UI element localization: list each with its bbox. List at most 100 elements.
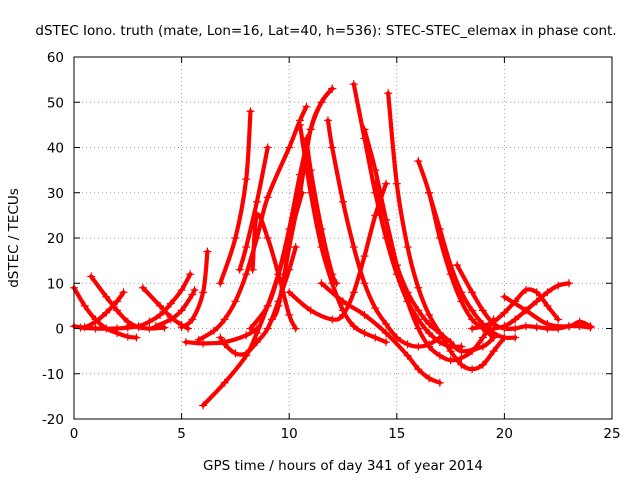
data-point-marker <box>478 333 487 342</box>
data-point-marker <box>332 279 341 288</box>
data-point-marker <box>166 299 175 308</box>
data-point-marker <box>554 315 563 324</box>
data-point-marker <box>382 319 391 328</box>
data-point-marker <box>554 324 563 333</box>
data-point-marker <box>242 331 251 340</box>
data-point-marker <box>242 243 251 252</box>
series-trace <box>250 212 298 331</box>
data-point-marker <box>446 356 455 365</box>
data-point-marker <box>113 324 122 333</box>
data-point-marker <box>468 288 477 297</box>
data-point-marker <box>511 333 520 342</box>
data-point-marker <box>306 306 315 315</box>
data-point-marker <box>425 310 434 319</box>
data-point-marker <box>468 347 477 356</box>
data-point-marker <box>371 304 380 313</box>
data-point-marker <box>489 347 498 356</box>
y-tick-label: 40 <box>47 141 64 157</box>
data-point-marker <box>575 322 584 331</box>
data-point-marker <box>489 317 498 326</box>
data-point-marker <box>274 270 283 279</box>
data-point-marker <box>216 279 225 288</box>
data-point-marker <box>267 315 276 324</box>
data-point-marker <box>102 292 111 301</box>
data-point-marker <box>138 283 147 292</box>
data-point-marker <box>339 197 347 206</box>
data-point-marker <box>220 315 229 324</box>
data-point-marker <box>199 401 208 410</box>
data-point-marker <box>194 335 203 344</box>
y-tick-label: 0 <box>55 322 64 338</box>
data-series <box>70 80 595 410</box>
data-point-marker <box>252 197 261 206</box>
x-tick-label: 0 <box>70 426 79 442</box>
y-tick-label: 50 <box>47 95 64 111</box>
data-point-marker <box>414 365 423 374</box>
data-point-marker <box>349 288 358 297</box>
y-tick-label: 10 <box>47 276 64 292</box>
data-point-marker <box>263 324 272 333</box>
data-point-marker <box>295 188 304 197</box>
data-point-marker <box>371 333 380 342</box>
data-point-marker <box>468 315 477 324</box>
data-point-marker <box>382 338 391 347</box>
data-point-marker <box>199 288 208 297</box>
data-point-marker <box>134 322 143 331</box>
data-point-marker <box>392 179 401 188</box>
data-point-marker <box>328 270 337 279</box>
data-point-marker <box>500 322 509 331</box>
data-point-marker <box>252 211 261 220</box>
data-point-marker <box>446 338 455 347</box>
data-point-marker <box>80 301 89 310</box>
data-point-marker <box>220 340 229 349</box>
data-point-marker <box>511 315 520 324</box>
data-point-marker <box>403 297 412 306</box>
data-point-marker <box>425 342 434 351</box>
data-point-marker <box>246 107 255 116</box>
data-point-marker <box>235 265 244 274</box>
grid <box>74 57 612 419</box>
data-point-marker <box>457 347 466 356</box>
data-point-marker <box>76 323 85 332</box>
data-point-marker <box>392 261 401 270</box>
data-point-marker <box>306 125 315 134</box>
data-point-marker <box>177 286 186 295</box>
data-point-marker <box>199 339 208 348</box>
data-point-marker <box>328 84 337 93</box>
data-point-marker <box>291 324 300 333</box>
data-point-marker <box>263 234 272 242</box>
data-point-marker <box>382 179 391 188</box>
data-point-marker <box>500 333 509 342</box>
data-point-marker <box>306 166 315 175</box>
data-point-marker <box>403 340 412 349</box>
data-point-marker <box>435 224 444 233</box>
data-point-marker <box>328 315 337 324</box>
y-tick-label: 20 <box>47 231 64 247</box>
data-point-marker <box>543 288 552 297</box>
y-axis-label: dSTEC / TECUs <box>6 188 22 288</box>
data-point-marker <box>242 349 251 358</box>
data-point-marker <box>248 265 257 274</box>
data-point-marker <box>220 378 229 387</box>
x-tick-label: 5 <box>177 426 186 442</box>
data-point-marker <box>392 333 401 342</box>
data-point-marker <box>328 143 337 152</box>
data-point-marker <box>414 157 423 166</box>
data-point-marker <box>156 310 165 319</box>
data-point-marker <box>186 270 195 279</box>
data-point-marker <box>564 322 573 331</box>
data-point-marker <box>382 215 391 224</box>
data-point-marker <box>403 243 412 252</box>
data-point-marker <box>231 297 240 306</box>
data-point-marker <box>435 329 444 338</box>
data-point-marker <box>478 306 487 315</box>
data-point-marker <box>285 310 294 319</box>
data-point-marker <box>274 301 283 310</box>
data-point-marker <box>489 324 498 333</box>
data-point-marker <box>242 270 251 279</box>
data-point-marker <box>123 332 132 341</box>
data-point-marker <box>113 306 122 315</box>
data-point-marker <box>371 179 380 188</box>
axis-ticks: 0 5 10 15 20 25 -20 -10 0 10 20 30 40 50 60 <box>42 50 621 442</box>
x-tick-label: 10 <box>281 426 298 442</box>
